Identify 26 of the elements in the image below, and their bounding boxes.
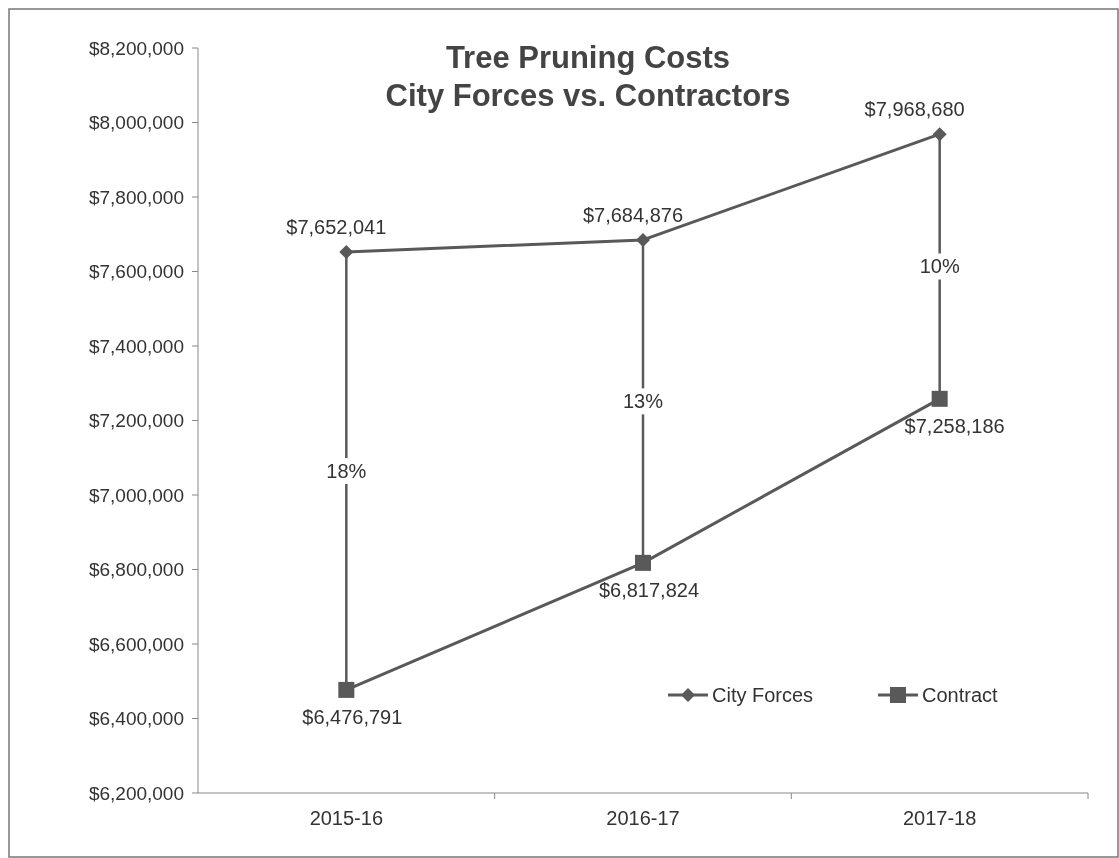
- x-tick-label: 2015-16: [309, 807, 384, 829]
- data-label: $6,476,791: [302, 705, 403, 728]
- y-tick-label: $7,000,000: [88, 484, 184, 506]
- y-tick-label: $6,400,000: [88, 708, 184, 730]
- y-tick-label: $7,200,000: [88, 410, 184, 432]
- y-tick-label: $7,400,000: [88, 335, 184, 357]
- annotation: 10%: [919, 255, 960, 278]
- data-label: $7,258,186: [904, 414, 1005, 437]
- y-tick-label: $6,800,000: [88, 559, 184, 581]
- data-label: $7,684,876: [582, 203, 684, 226]
- annotation: 13%: [622, 390, 664, 413]
- y-tick-label: $7,800,000: [88, 186, 184, 208]
- y-tick-label: $8,000,000: [88, 112, 184, 134]
- y-tick-label: $8,200,000: [88, 37, 184, 59]
- legend-label: Contract: [922, 684, 999, 706]
- y-tick-label: $6,600,000: [88, 633, 184, 655]
- data-label: $7,652,041: [286, 216, 387, 239]
- y-tick-label: $6,200,000: [88, 782, 184, 804]
- x-tick-label: 2017-18: [902, 807, 977, 829]
- chart-title: Tree Pruning Costs City Forces vs. Contractors: [385, 40, 791, 113]
- data-label: $6,817,824: [598, 578, 700, 601]
- x-tick-label: 2016-17: [606, 807, 680, 829]
- y-tick-label: $7,600,000: [88, 261, 184, 283]
- data-label: $7,968,680: [864, 98, 965, 121]
- annotation: 18%: [326, 460, 367, 483]
- legend-label: City Forces: [712, 684, 814, 706]
